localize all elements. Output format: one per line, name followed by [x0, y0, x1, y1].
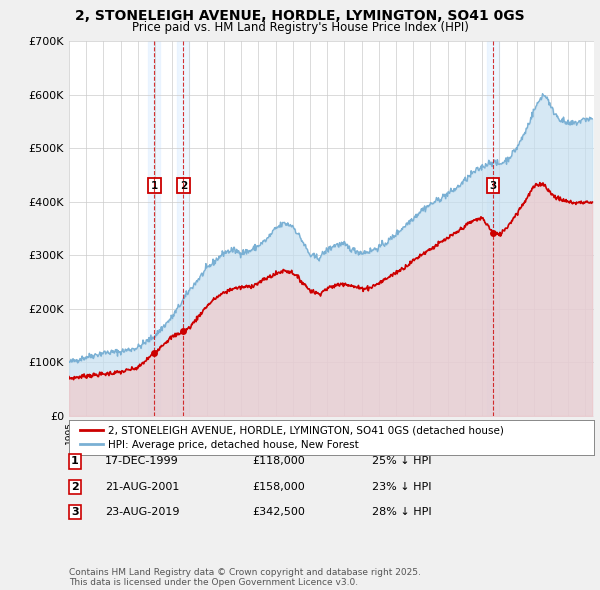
Text: 3: 3 [71, 507, 79, 517]
Text: 23% ↓ HPI: 23% ↓ HPI [372, 482, 431, 491]
Text: 3: 3 [490, 181, 497, 191]
Text: 28% ↓ HPI: 28% ↓ HPI [372, 507, 431, 517]
Text: 2: 2 [179, 181, 187, 191]
Text: 21-AUG-2001: 21-AUG-2001 [105, 482, 179, 491]
Text: 2: 2 [71, 482, 79, 491]
Text: 1: 1 [71, 457, 79, 466]
Bar [487, 41, 499, 416]
Text: 1: 1 [151, 181, 158, 191]
Text: 25% ↓ HPI: 25% ↓ HPI [372, 457, 431, 466]
Text: 23-AUG-2019: 23-AUG-2019 [105, 507, 179, 517]
Text: £342,500: £342,500 [252, 507, 305, 517]
Text: £118,000: £118,000 [252, 457, 305, 466]
Text: Price paid vs. HM Land Registry's House Price Index (HPI): Price paid vs. HM Land Registry's House … [131, 21, 469, 34]
Bar [148, 41, 160, 416]
Text: 2, STONELEIGH AVENUE, HORDLE, LYMINGTON, SO41 0GS: 2, STONELEIGH AVENUE, HORDLE, LYMINGTON,… [75, 9, 525, 23]
Legend: 2, STONELEIGH AVENUE, HORDLE, LYMINGTON, SO41 0GS (detached house), HPI: Average: 2, STONELEIGH AVENUE, HORDLE, LYMINGTON,… [77, 422, 507, 453]
Text: Contains HM Land Registry data © Crown copyright and database right 2025.
This d: Contains HM Land Registry data © Crown c… [69, 568, 421, 587]
Text: 17-DEC-1999: 17-DEC-1999 [105, 457, 179, 466]
Bar [177, 41, 190, 416]
Text: £158,000: £158,000 [252, 482, 305, 491]
